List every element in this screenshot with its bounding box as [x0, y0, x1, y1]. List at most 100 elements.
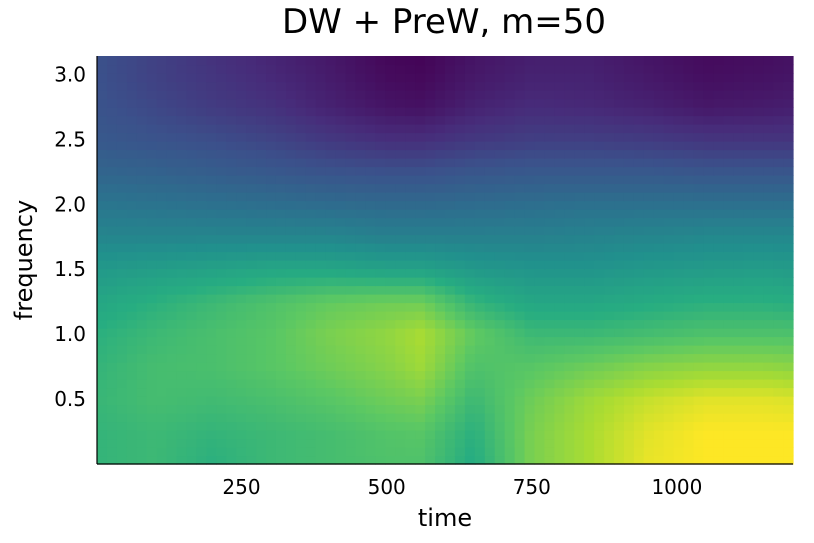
heatmap-cell	[623, 260, 635, 270]
heatmap-cell	[196, 175, 207, 185]
heatmap-cell	[176, 251, 188, 261]
heatmap-cell	[176, 455, 188, 465]
heatmap-cell	[335, 438, 347, 448]
heatmap-cell	[266, 124, 277, 134]
heatmap-cell	[425, 311, 436, 321]
heatmap-cell	[514, 166, 526, 176]
heatmap-cell	[435, 166, 446, 176]
heatmap-cell	[395, 438, 406, 448]
heatmap-cell	[156, 124, 168, 134]
heatmap-cell	[256, 217, 267, 227]
heatmap-cell	[454, 302, 466, 312]
heatmap-cell	[713, 285, 724, 295]
heatmap-cell	[604, 141, 615, 151]
heatmap-cell	[226, 387, 237, 397]
heatmap-cell	[236, 328, 247, 338]
heatmap-cell	[564, 107, 575, 117]
heatmap-cell	[445, 413, 456, 423]
heatmap-cell	[97, 447, 108, 457]
heatmap-cell	[773, 421, 784, 431]
heatmap-cell	[275, 175, 287, 185]
heatmap-cell	[345, 251, 357, 261]
heatmap-cell	[703, 260, 715, 270]
heatmap-cell	[176, 447, 188, 457]
heatmap-cell	[723, 209, 734, 219]
heatmap-cell	[445, 430, 456, 440]
heatmap-cell	[97, 362, 108, 372]
heatmap-cell	[454, 166, 466, 176]
heatmap-cell	[633, 149, 645, 159]
heatmap-cell	[663, 132, 675, 142]
heatmap-cell	[315, 455, 327, 465]
heatmap-cell	[435, 149, 446, 159]
heatmap-cell	[703, 243, 715, 253]
heatmap-cell	[574, 200, 585, 210]
heatmap-cell	[206, 336, 217, 346]
heatmap-cell	[653, 285, 665, 295]
heatmap-cell	[435, 141, 446, 151]
heatmap-cell	[703, 302, 715, 312]
heatmap-cell	[753, 149, 764, 159]
heatmap-cell	[266, 183, 277, 193]
heatmap-cell	[594, 234, 605, 244]
heatmap-cell	[594, 56, 605, 66]
heatmap-cell	[484, 328, 496, 338]
heatmap-cell	[484, 336, 496, 346]
heatmap-cell	[116, 234, 128, 244]
heatmap-cell	[534, 200, 546, 210]
heatmap-cell	[395, 260, 406, 270]
heatmap-cell	[783, 81, 794, 91]
heatmap-cell	[663, 294, 675, 304]
heatmap-cell	[454, 132, 466, 142]
heatmap-cell	[633, 404, 645, 414]
heatmap-cell	[375, 175, 386, 185]
heatmap-cell	[176, 319, 188, 329]
heatmap-cell	[156, 209, 168, 219]
heatmap-cell	[763, 362, 774, 372]
heatmap-cell	[574, 81, 585, 91]
heatmap-cell	[275, 302, 287, 312]
heatmap-cell	[216, 166, 227, 176]
heatmap-cell	[196, 73, 207, 83]
heatmap-cell	[425, 226, 436, 236]
heatmap-cell	[435, 90, 446, 100]
heatmap-cell	[136, 438, 148, 448]
heatmap-cell	[574, 387, 585, 397]
heatmap-cell	[683, 149, 695, 159]
heatmap-cell	[166, 209, 178, 219]
heatmap-cell	[146, 98, 158, 108]
heatmap-cell	[116, 226, 128, 236]
heatmap-cell	[405, 370, 416, 380]
heatmap-cell	[564, 132, 575, 142]
heatmap-cell	[445, 447, 456, 457]
heatmap-cell	[743, 268, 754, 278]
heatmap-cell	[623, 192, 635, 202]
heatmap-cell	[415, 294, 426, 304]
heatmap-cell	[226, 217, 237, 227]
heatmap-cell	[673, 438, 685, 448]
heatmap-cell	[275, 234, 287, 244]
heatmap-cell	[425, 141, 436, 151]
heatmap-cell	[325, 438, 337, 448]
heatmap-cell	[256, 404, 267, 414]
heatmap-cell	[236, 413, 247, 423]
heatmap-cell	[126, 98, 138, 108]
heatmap-cell	[743, 251, 754, 261]
heatmap-cell	[315, 294, 327, 304]
heatmap-cell	[285, 404, 297, 414]
heatmap-cell	[544, 192, 555, 202]
heatmap-cell	[614, 158, 625, 168]
heatmap-cell	[435, 132, 446, 142]
heatmap-cell	[226, 285, 237, 295]
heatmap-cell	[673, 345, 685, 355]
heatmap-cell	[534, 370, 546, 380]
heatmap-cell	[295, 362, 307, 372]
heatmap-cell	[623, 251, 635, 261]
heatmap-cell	[355, 217, 367, 227]
heatmap-cell	[97, 115, 108, 125]
heatmap-cell	[156, 430, 168, 440]
heatmap-cell	[494, 192, 506, 202]
heatmap-cell	[285, 166, 297, 176]
heatmap-cell	[454, 200, 466, 210]
heatmap-cell	[256, 175, 267, 185]
